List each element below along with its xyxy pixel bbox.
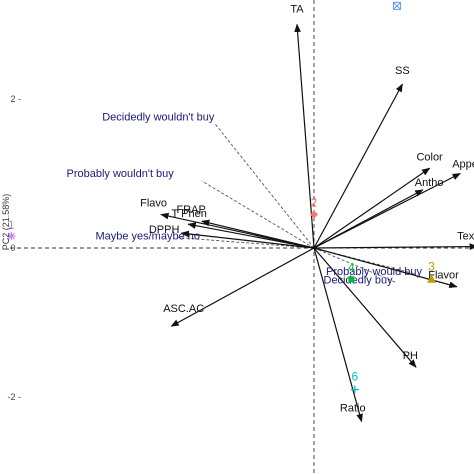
arrow-texture [313,243,474,250]
var-label-ratio: Ratio [340,403,366,415]
var-label-flavo: Flavo [140,197,167,209]
sup-label-decidedly-wouldn-t-buy: Decidedly wouldn't buy [102,111,215,123]
arrow-frap [200,219,315,249]
sup-label-maybe-yes-maybe-no: Maybe yes/maybe no [95,231,200,243]
reference-lines [10,0,474,474]
var-label-ph: PH [403,350,418,362]
var-label-asc-ac: ASC.AC [163,303,204,315]
y-tick-label: -2 - [8,392,22,402]
obs-label-2: 2 [311,195,318,209]
y-axis: 2 - 0 - -2 - [8,94,22,402]
var-label-t-phen: T Phen [172,208,207,220]
obs-point-4: 4 [348,260,355,283]
y-tick-label: 2 - [10,94,21,104]
sup-line-decidedly-wouldn-t-buy [215,124,315,249]
arrow-ratio [313,247,363,423]
sup-label-probably-wouldn-t-buy: Probably wouldn't buy [67,168,175,180]
var-label-dpph: DPPH [149,224,180,236]
var-label-color: Color [416,151,443,163]
obs-label-3: 3 [428,259,435,273]
arrow-asc-ac [170,247,315,327]
sup-line-probably-wouldn-t-buy [201,180,315,249]
arrow-ph [313,247,417,368]
var-label-frap: FRAP [176,204,205,216]
var-label-ta: TA [290,4,304,16]
obs-label-4: 4 [348,260,355,274]
y-axis-title: PC2 (21.58%) [1,194,11,251]
observation-points: 1 2 3 4 5 6 [7,0,437,394]
obs-label-5: 5 [394,0,401,2]
arrow-t-phen [187,222,315,249]
sup-line-maybe-yes-maybe-no [177,237,315,249]
var-label-antho: Antho [415,177,444,189]
arrow-ta [294,23,315,249]
obs-point-2: 2 [310,195,318,219]
arrow-color [313,167,431,249]
var-label-texture: Texture [457,231,474,243]
arrow-dpph [180,230,315,249]
obs-point-6: 6 [350,370,359,394]
var-label-appearance: Appearance [452,159,474,171]
var-label-flavor: Flavor [428,270,459,282]
var-label-ss: SS [395,65,410,77]
variable-arrows: TA SS Color Appearance Antho Texture Flavor PH R… [140,4,474,423]
arrow-antho [313,189,424,249]
sup-label-probably-would-buy: Probably would buy [326,266,423,278]
sup-label-decidedly-buy: Decidedly buy [324,274,394,286]
arrow-ss [313,83,403,249]
obs-point-1: 1 [7,218,16,241]
obs-point-3: 3 [427,259,437,283]
y-tick-label: 0 - [10,243,21,253]
obs-label-6: 6 [351,370,358,384]
supplementary-lines: Decidedly wouldn't buy Probably wouldn't … [67,111,423,286]
obs-point-5: 5 [392,0,401,10]
obs-label-1: 1 [8,218,15,232]
